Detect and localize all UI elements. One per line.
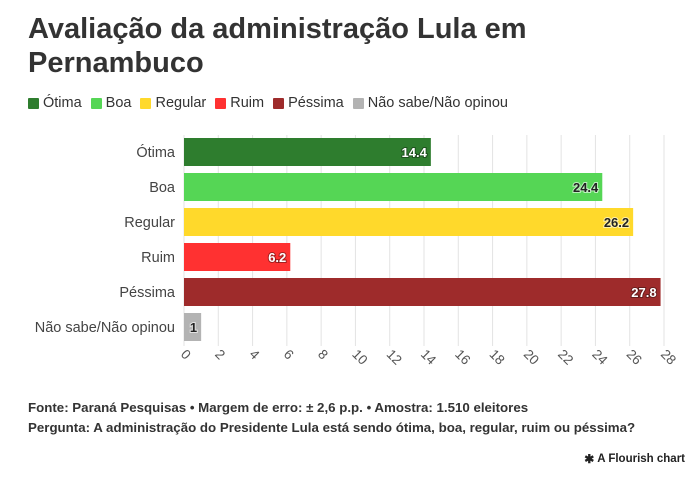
- legend-label: Não sabe/Não opinou: [367, 95, 508, 111]
- data-label: 6.2: [268, 250, 286, 265]
- x-tick-label: 4: [246, 347, 262, 363]
- x-tick-label: 16: [452, 347, 473, 368]
- x-tick-label: 6: [281, 347, 297, 363]
- x-tick-label: 20: [521, 347, 542, 368]
- legend-label: Boa: [105, 95, 132, 111]
- category-label: Regular: [124, 215, 175, 231]
- bar: [184, 208, 634, 236]
- legend-swatch: [215, 97, 227, 109]
- legend-item: Regular: [140, 95, 206, 111]
- x-tick-label: 10: [349, 347, 370, 368]
- category-label: Boa: [149, 180, 176, 196]
- legend-item: Ruim: [215, 95, 264, 111]
- flourish-asterisk-icon: ✱: [584, 452, 595, 466]
- bar: [184, 243, 291, 271]
- chart-footer: Fonte: Paraná Pesquisas • Margem de erro…: [28, 398, 635, 438]
- legend-item: Ótima: [28, 95, 82, 111]
- x-tick-label: 18: [486, 347, 507, 368]
- bar: [184, 138, 431, 166]
- x-tick-label: 8: [315, 347, 331, 363]
- legend-swatch: [90, 97, 102, 109]
- data-label: 27.8: [631, 285, 656, 300]
- legend-swatch: [28, 97, 39, 109]
- legend-item: Péssima: [273, 95, 344, 111]
- x-tick-label: 14: [418, 347, 440, 369]
- x-tick-label: 2: [212, 347, 228, 363]
- legend: Ótima Boa Regular Ruim Péssima Não sabe/Não o…: [28, 95, 517, 111]
- source-note: Fonte: Paraná Pesquisas • Margem de erro…: [28, 400, 529, 415]
- x-tick-label: 28: [658, 347, 679, 368]
- category-label: Péssima: [119, 285, 176, 301]
- legend-label: Péssima: [288, 95, 344, 111]
- category-label: Não sabe/Não opinou: [35, 320, 175, 336]
- x-tick-label: 24: [589, 347, 611, 369]
- x-tick-label: 12: [384, 347, 405, 368]
- legend-label: Ruim: [230, 95, 265, 111]
- category-label: Ruim: [141, 250, 175, 266]
- question-note: Pergunta: A administração do Presidente …: [28, 420, 636, 435]
- legend-swatch: [273, 97, 285, 109]
- flourish-credit[interactable]: ✱ A Flourish chart: [584, 452, 685, 466]
- legend-item: Não sabe/Não opinou: [352, 95, 508, 111]
- bar: [184, 173, 603, 201]
- bar-chart: Ótima 14.4 Boa 24.4 Regular 26.2 Ruim 6.2 Péssim…: [35, 135, 679, 369]
- data-label: 14.4: [402, 145, 428, 160]
- x-tick-label: 22: [555, 347, 576, 368]
- data-label: 26.2: [604, 215, 629, 230]
- x-tick-label: 0: [178, 347, 194, 363]
- legend-label: Regular: [155, 95, 207, 111]
- legend-swatch: [140, 97, 152, 109]
- legend-label: Ótima: [43, 95, 82, 111]
- legend-item: Boa: [90, 95, 132, 111]
- bar: [184, 278, 661, 306]
- x-tick-label: 26: [624, 347, 645, 368]
- bar: [184, 313, 202, 341]
- data-label: 24.4: [573, 180, 599, 195]
- data-label: 1: [190, 320, 197, 335]
- credit-label: A Flourish chart: [597, 453, 685, 465]
- legend-swatch: [352, 97, 364, 109]
- category-label: Ótima: [136, 144, 176, 161]
- chart-title: Avaliação da administração Lula em Perna…: [28, 13, 527, 79]
